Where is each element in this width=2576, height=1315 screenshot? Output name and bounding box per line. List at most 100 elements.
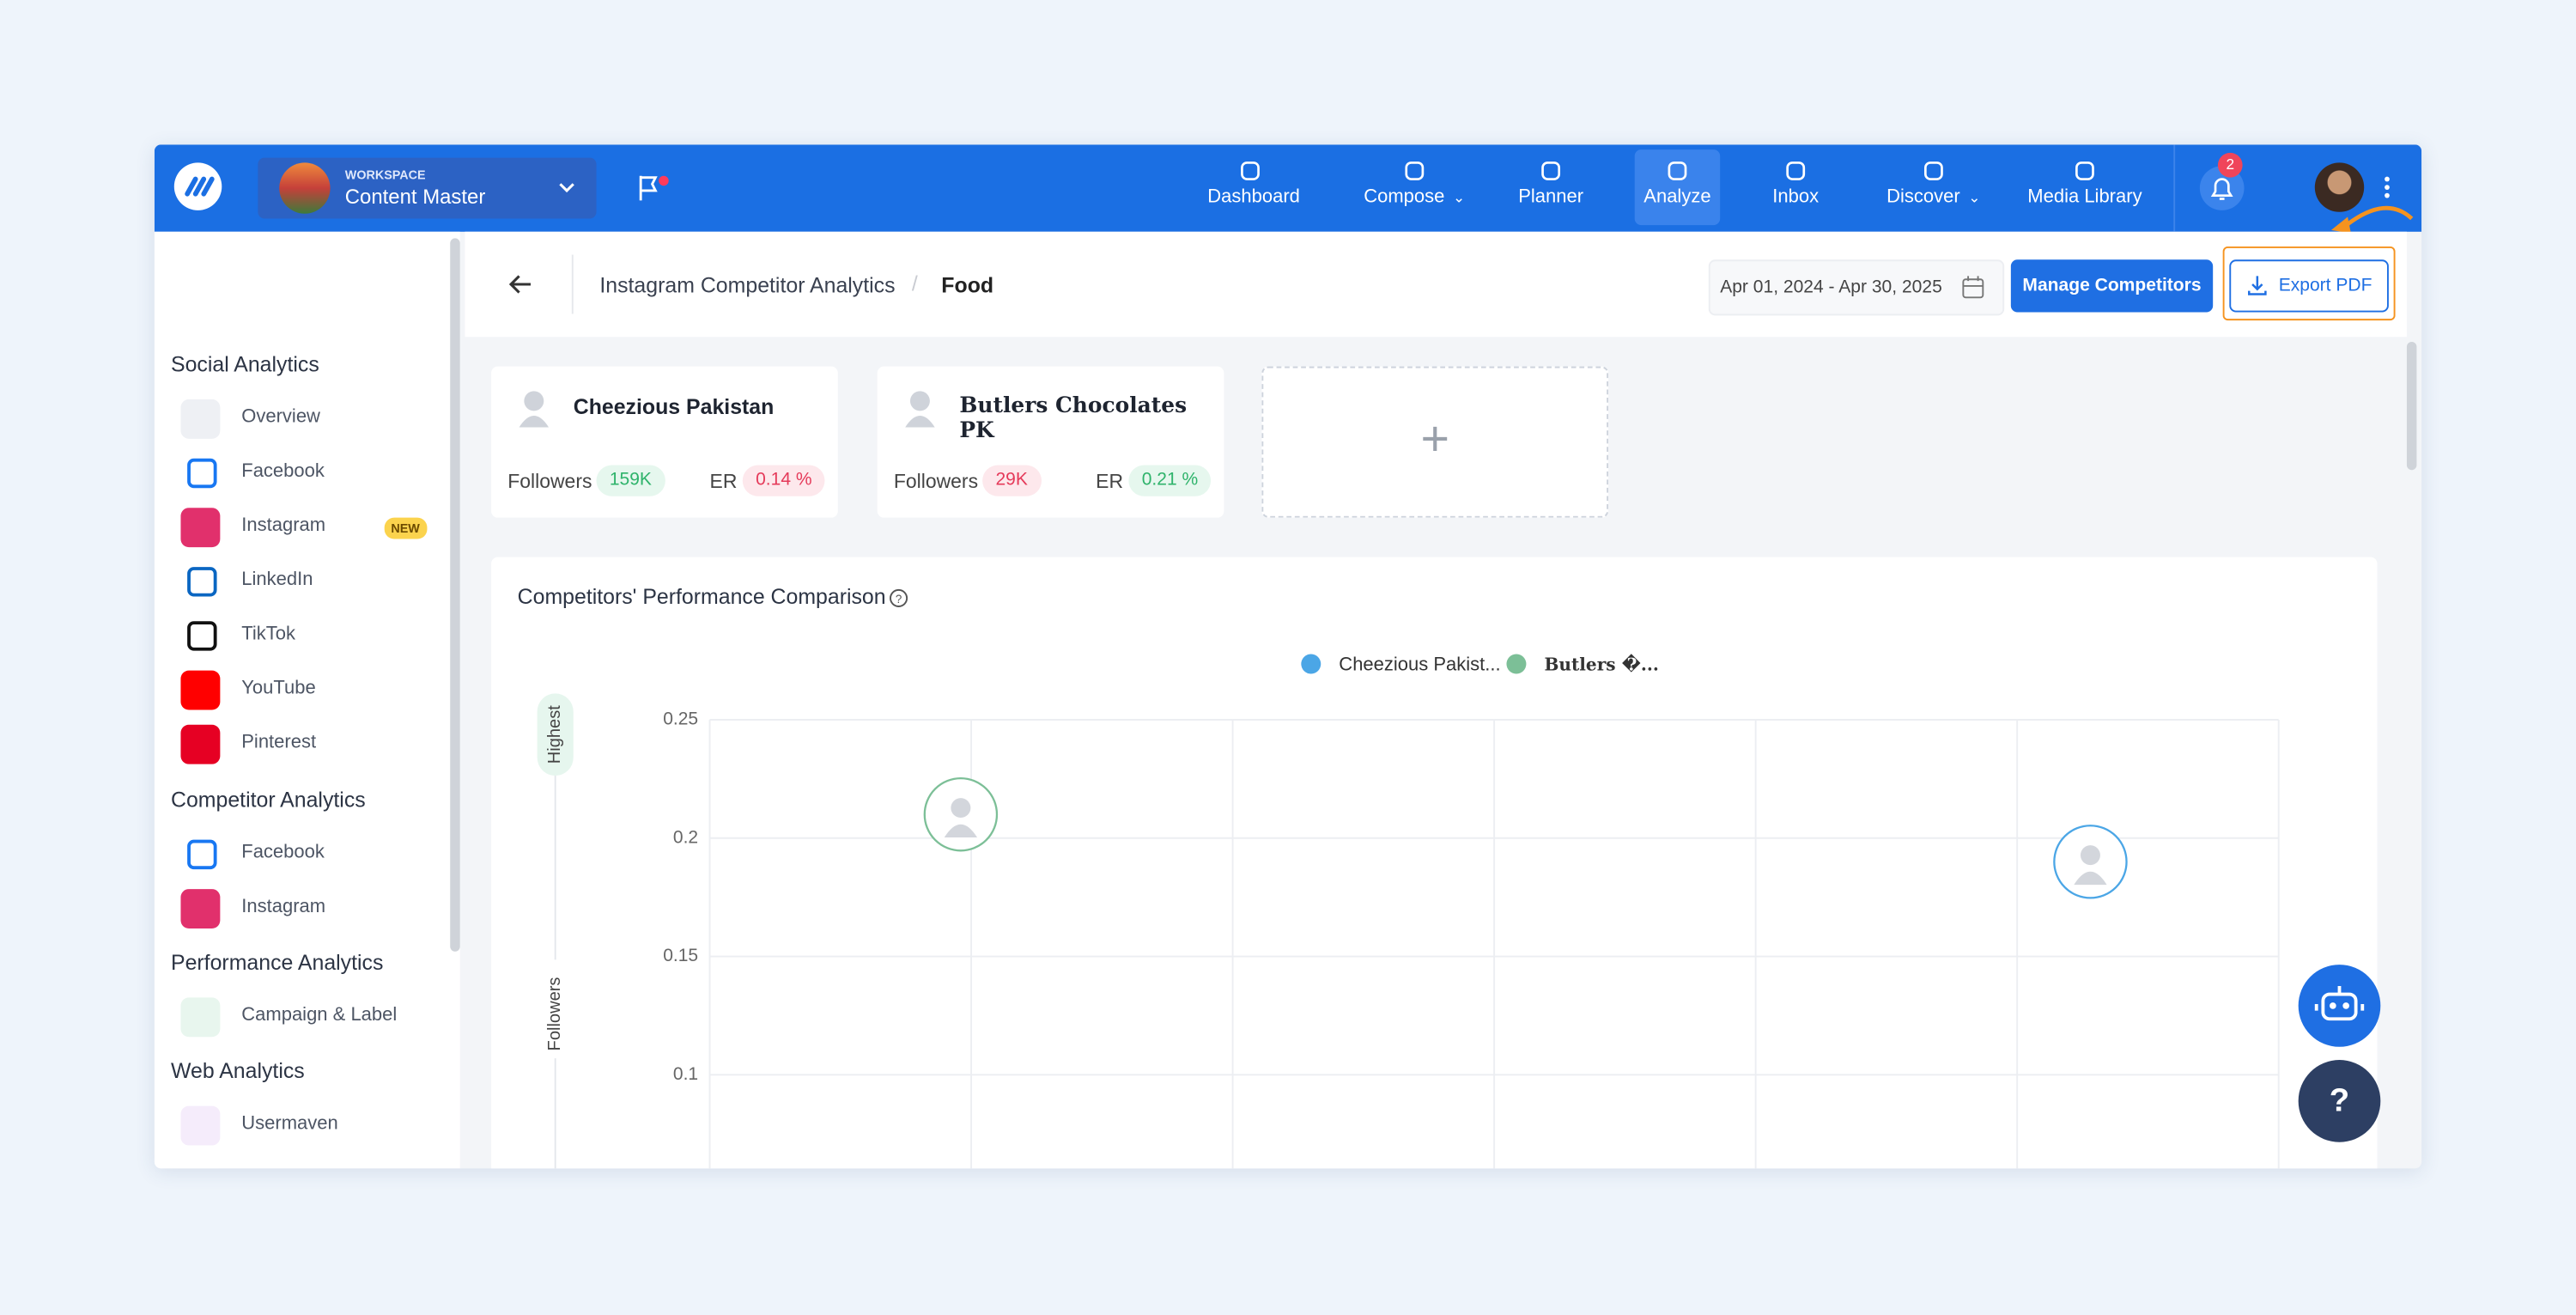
help-icon[interactable]: ? [890, 588, 908, 607]
competitor-card[interactable]: Cheezious Pakistan Followers 159K ER 0.14 % [491, 366, 838, 518]
logo[interactable] [173, 162, 222, 210]
help-button[interactable]: ? [2298, 1060, 2381, 1142]
main-scrollbar [2406, 341, 2417, 471]
nav-icon-shape [1924, 161, 1943, 180]
back-button[interactable] [501, 265, 541, 304]
legend-item[interactable]: Cheezious Pakist... [1301, 654, 1501, 675]
chart-panel: Competitors' Performance Comparison ? 0.… [491, 557, 2378, 1169]
sidebar-section-title: Web Analytics [170, 1058, 305, 1083]
nav-icon-shape [1541, 161, 1561, 180]
sidebar-item-icon [180, 724, 221, 764]
y-tick-label: 0.15 [663, 946, 698, 965]
nav-item[interactable]: Inbox [1756, 149, 1835, 225]
avatar-head [524, 391, 544, 411]
sidebar: Social Analytics Overview Facebook Instagra… [154, 231, 460, 1169]
annotation-pill [537, 693, 574, 776]
date-picker[interactable]: Apr 01, 2024 - Apr 30, 2025 [1708, 259, 2005, 316]
robot-icon [2314, 985, 2365, 1021]
page-header: Instagram Competitor Analytics / Food Ap… [465, 231, 2407, 338]
calendar-icon [1962, 276, 1984, 299]
sidebar-item[interactable]: Instagram [241, 897, 326, 917]
sidebar-item[interactable]: YouTube [241, 679, 316, 699]
nav-icon [1924, 161, 1943, 180]
sidebar-item[interactable]: Facebook [241, 461, 325, 482]
sidebar-item[interactable]: Facebook [241, 843, 325, 863]
nav-item[interactable]: Dashboard [1207, 149, 1300, 225]
er-label: ER [1096, 470, 1124, 493]
sidebar-item[interactable]: Usermaven [241, 1114, 338, 1135]
nav-label: Discover [1886, 187, 1960, 208]
workspace-label: WORKSPACE [344, 167, 426, 183]
sidebar-item[interactable]: Pinterest [241, 733, 317, 753]
sidebar-item-icon [187, 839, 217, 870]
nav-item[interactable]: Discover ⌄ [1874, 149, 1993, 225]
app-window: WORKSPACE Content Master Dashboard Compos… [154, 144, 2422, 1169]
legend-swatch [1506, 654, 1527, 674]
competitor-card[interactable]: Butlers Chocolates PK Followers 29K ER 0.21 … [877, 366, 1224, 518]
flag-icon[interactable] [635, 173, 675, 205]
download-icon [2248, 276, 2267, 295]
point-avatar-head [951, 798, 971, 819]
legend-label: Cheezious Pakist... [1339, 654, 1500, 675]
ai-assistant-button[interactable] [2298, 965, 2381, 1047]
nav-icon-shape [1405, 161, 1425, 180]
chart-title: Competitors' Performance Comparison [518, 585, 886, 609]
nav-item[interactable]: Compose ⌄ [1355, 149, 1473, 225]
nav-icon [1241, 161, 1260, 180]
annotation: Highest [545, 705, 564, 764]
divider [2173, 144, 2176, 232]
sidebar-item-icon [180, 997, 221, 1038]
export-pdf-button[interactable]: Export PDF [2229, 259, 2389, 313]
nav-item[interactable]: Analyze [1634, 149, 1721, 226]
nav-icon [1405, 161, 1425, 180]
competitor-avatar [905, 391, 935, 428]
sidebar-item[interactable]: Overview [241, 407, 320, 428]
breadcrumb-current: Food [941, 272, 994, 298]
competitor-name: Cheezious Pakistan [573, 394, 775, 419]
pointer-arrow [2330, 205, 2414, 234]
sidebar-section-title: Manage Reports [171, 1166, 329, 1168]
followers-value: 29K [982, 465, 1042, 496]
followers-label: Followers [507, 470, 592, 493]
breadcrumb-parent[interactable]: Instagram Competitor Analytics [599, 272, 896, 298]
nav-label: Dashboard [1207, 187, 1300, 208]
nav-item[interactable]: Media Library [2011, 149, 2159, 225]
y-label-bg [540, 959, 570, 1059]
nav-icon-shape [1786, 161, 1806, 180]
sidebar-item[interactable]: TikTok [241, 624, 296, 645]
avatar-body [905, 416, 935, 428]
logo-mark [185, 176, 215, 197]
nav-label: Analyze [1643, 187, 1711, 208]
caret: ⌄ [1968, 189, 1981, 206]
manage-competitors-button[interactable]: Manage Competitors [2010, 259, 2214, 313]
sidebar-item[interactable]: Campaign & Label [241, 1005, 398, 1026]
y-tick-label: 0.25 [663, 709, 698, 729]
sidebar-item[interactable]: LinkedIn [241, 569, 313, 590]
competitor-name: Butlers Chocolates PK [959, 394, 1188, 444]
nav-label: Planner [1518, 187, 1584, 208]
sidebar-item-icon [180, 670, 221, 710]
nav-icon-shape [1241, 161, 1260, 180]
sidebar-item[interactable]: Instagram [241, 515, 326, 536]
y-axis-label: Followers [545, 977, 564, 1051]
chart: Competitors' Performance Comparison ? 0.… [518, 585, 2280, 1169]
more-icon[interactable] [2382, 174, 2391, 201]
workspace-switcher[interactable]: WORKSPACE Content Master [258, 157, 597, 219]
nav-icon-shape [2075, 161, 2094, 180]
add-competitor-card[interactable]: + [1261, 366, 1609, 518]
er-label: ER [709, 470, 738, 493]
nav-icon [1541, 161, 1561, 180]
sidebar-section-title: Performance Analytics [170, 949, 384, 975]
highlight-box [2222, 246, 2396, 321]
legend-swatch [1301, 654, 1321, 674]
point-avatar-body [944, 824, 978, 838]
sidebar-item-icon [180, 1105, 221, 1146]
new-badge: NEW [384, 517, 427, 539]
nav-item[interactable]: Planner [1515, 149, 1587, 225]
nav-label: Inbox [1772, 187, 1820, 208]
legend-item[interactable]: Butlers �... [1506, 654, 1659, 674]
user-avatar[interactable] [2314, 162, 2365, 212]
svg-text:?: ? [896, 593, 902, 606]
top-bar: WORKSPACE Content Master Dashboard Compos… [154, 144, 2422, 234]
